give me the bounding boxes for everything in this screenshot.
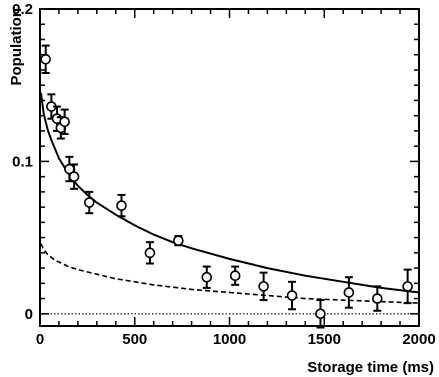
x-tick-labels: 0 500 1000 1500 2000 (36, 331, 436, 348)
x-tick-label: 2000 (402, 331, 435, 348)
x-tick-label: 1000 (213, 331, 246, 348)
dashed-curve (40, 243, 420, 304)
tick-marks (39, 8, 420, 326)
data-point (258, 281, 269, 292)
x-tick-label: 1500 (308, 331, 341, 348)
y-tick-label: 0.2 (12, 1, 33, 18)
x-tick-label: 500 (122, 331, 147, 348)
y-tick-label: 0 (25, 306, 33, 323)
data-point (68, 171, 80, 182)
data-point (286, 290, 298, 301)
data-point (402, 281, 413, 292)
model-curves (39, 92, 420, 315)
x-tick-label: 0 (36, 331, 44, 348)
data-point (83, 197, 95, 208)
data-point (59, 116, 70, 128)
y-tick-labels: 0 0.1 0.2 (12, 1, 33, 323)
data-point (116, 200, 127, 211)
data-point (144, 247, 156, 259)
y-axis-title: Population (8, 8, 25, 86)
data-point (201, 271, 213, 283)
data-point (343, 287, 355, 298)
plot-frame (39, 8, 420, 327)
data-point (173, 235, 184, 246)
data-points (40, 44, 413, 329)
data-point (229, 270, 241, 282)
data-point (40, 53, 51, 65)
x-axis-title: Storage time (ms) (307, 359, 434, 376)
data-point (315, 308, 326, 320)
solid-curve (39, 92, 420, 294)
data-point (372, 293, 383, 304)
y-tick-label: 0.1 (12, 153, 33, 170)
